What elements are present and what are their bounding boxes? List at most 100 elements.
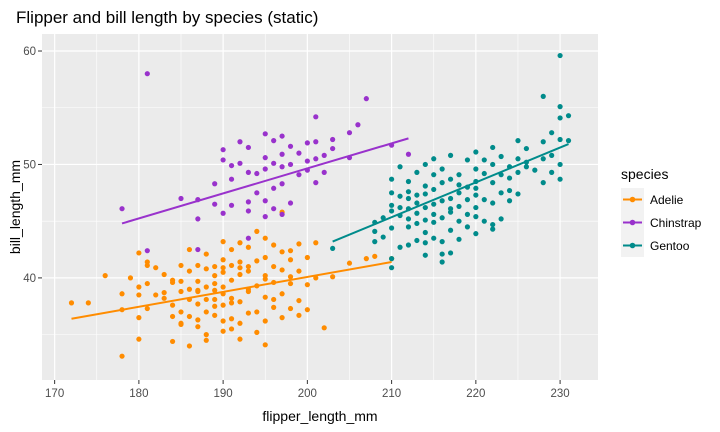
- data-point: [262, 155, 268, 161]
- data-point: [136, 250, 142, 256]
- data-point: [220, 291, 226, 297]
- data-point: [473, 149, 479, 155]
- trend-line-chinstrap: [121, 137, 409, 225]
- data-point: [321, 169, 327, 175]
- data-point: [405, 242, 412, 248]
- data-point: [464, 197, 471, 203]
- data-point: [262, 198, 268, 204]
- data-point: [304, 254, 310, 261]
- data-point: [363, 256, 369, 262]
- data-point: [212, 181, 218, 187]
- data-point: [447, 206, 454, 212]
- data-point: [540, 139, 546, 145]
- data-point: [228, 300, 235, 306]
- data-point: [203, 296, 209, 303]
- data-point: [195, 278, 201, 284]
- data-point: [203, 337, 209, 343]
- data-point: [279, 315, 285, 321]
- data-point: [557, 136, 563, 143]
- data-point: [237, 320, 243, 326]
- data-point: [330, 145, 336, 152]
- data-point: [119, 206, 125, 212]
- data-point: [220, 302, 226, 308]
- trend-lines: [71, 137, 569, 320]
- data-point: [144, 305, 150, 312]
- data-point: [186, 343, 193, 349]
- data-point: [245, 199, 251, 205]
- data-point: [330, 136, 336, 143]
- legend-point: [629, 242, 636, 249]
- data-point: [178, 195, 184, 202]
- data-point: [456, 172, 462, 178]
- data-point: [245, 268, 251, 274]
- data-point: [279, 211, 285, 217]
- legend-label-gentoo: Gentoo: [650, 239, 690, 253]
- data-point: [439, 259, 445, 265]
- x-axis: 170 180 190 200 210 220 230: [45, 380, 570, 400]
- data-point: [144, 280, 150, 287]
- data-point: [68, 300, 75, 306]
- data-point: [473, 178, 479, 185]
- legend-label-adelie: Adelie: [650, 193, 684, 207]
- data-point: [262, 342, 268, 348]
- data-point: [321, 152, 327, 158]
- data-point: [481, 197, 487, 203]
- data-point: [237, 271, 243, 278]
- data-point: [237, 265, 243, 271]
- data-point: [557, 176, 563, 182]
- data-point: [203, 284, 209, 290]
- data-point: [330, 245, 336, 252]
- data-point: [296, 297, 302, 304]
- data-point: [228, 262, 235, 269]
- data-point: [389, 265, 395, 271]
- data-point: [490, 200, 496, 206]
- data-point: [296, 268, 302, 274]
- data-point: [237, 240, 243, 246]
- data-point: [186, 286, 193, 292]
- data-point: [473, 185, 479, 191]
- data-point: [439, 251, 445, 257]
- data-point: [431, 201, 437, 207]
- data-point: [473, 166, 479, 172]
- data-point: [414, 192, 420, 198]
- data-point: [304, 158, 310, 164]
- data-point: [540, 93, 546, 99]
- data-point: [490, 226, 496, 232]
- data-point: [195, 301, 201, 307]
- data-point: [304, 282, 310, 288]
- data-point: [178, 288, 184, 295]
- data-point: [405, 224, 412, 230]
- data-point: [304, 140, 310, 146]
- data-point: [220, 265, 226, 271]
- data-point: [271, 160, 277, 166]
- data-point: [153, 265, 159, 271]
- data-point: [271, 206, 277, 212]
- data-point: [372, 228, 378, 234]
- y-axis-title: bill_length_mm: [7, 160, 23, 254]
- data-point: [186, 296, 193, 303]
- data-point: [414, 220, 420, 227]
- data-point: [271, 304, 277, 310]
- data-point: [153, 292, 159, 298]
- data-point: [228, 162, 235, 169]
- data-point: [481, 218, 487, 224]
- data-point: [178, 278, 184, 284]
- data-point: [262, 166, 268, 172]
- series-gentoo: [330, 52, 572, 271]
- data-point: [431, 172, 437, 178]
- data-point: [473, 204, 479, 211]
- data-point: [498, 216, 504, 222]
- data-point: [321, 325, 327, 331]
- data-point: [271, 242, 277, 248]
- data-point: [456, 218, 462, 224]
- data-point: [515, 169, 521, 175]
- data-point: [245, 286, 251, 292]
- data-point: [136, 315, 142, 321]
- series-chinstrap: [119, 71, 412, 254]
- data-point: [405, 189, 412, 195]
- data-point: [330, 274, 336, 280]
- data-point: [287, 248, 294, 254]
- y-axis: 40 50 60: [23, 46, 42, 285]
- data-point: [431, 219, 437, 225]
- data-point: [296, 150, 302, 156]
